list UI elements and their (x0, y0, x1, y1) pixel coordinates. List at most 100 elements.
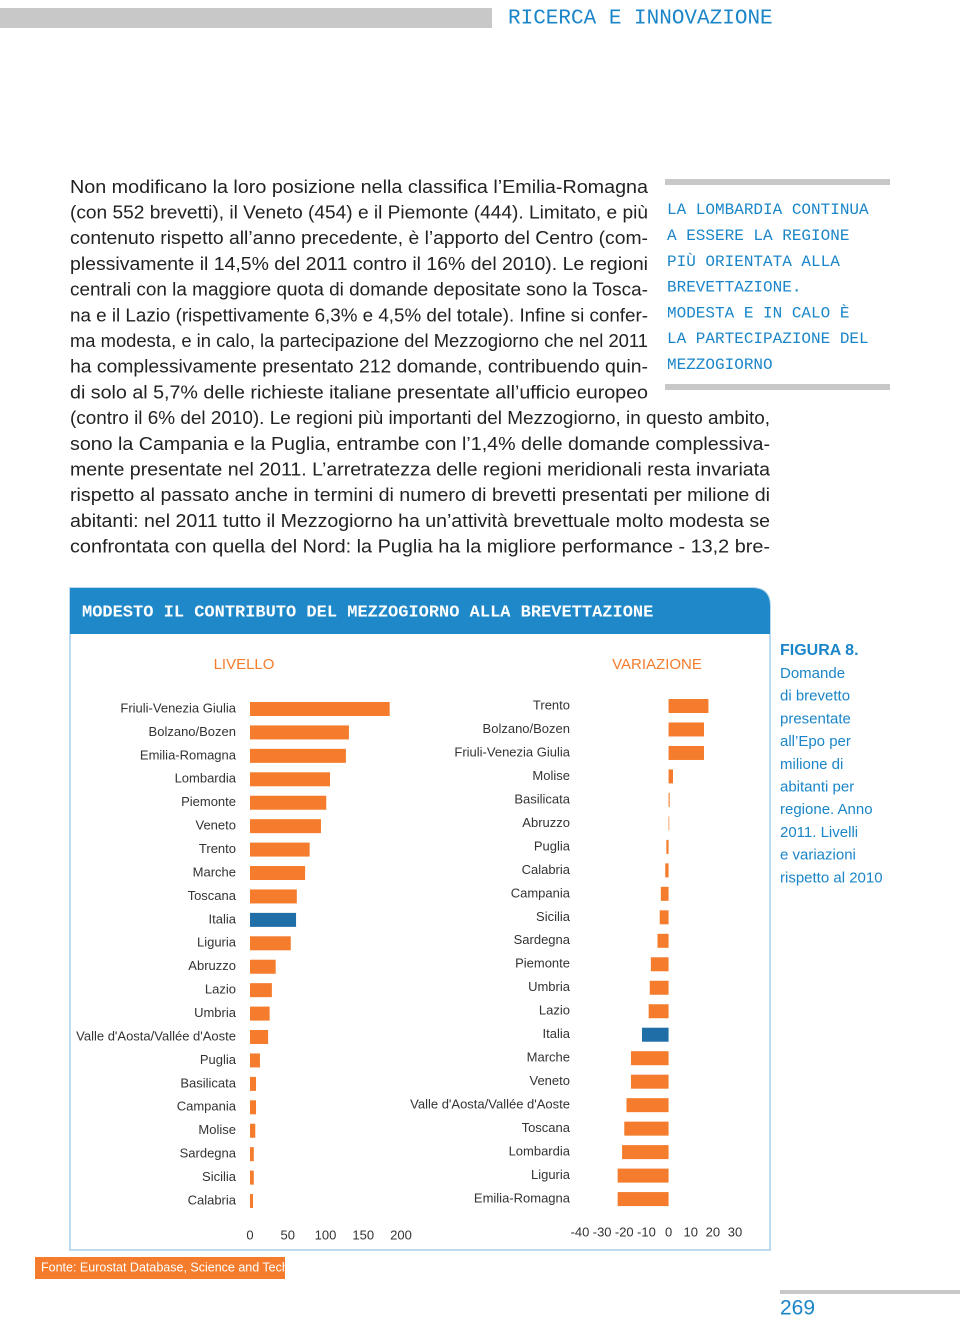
bar (250, 1076, 257, 1091)
bar (250, 1194, 254, 1209)
bar (668, 769, 673, 784)
footer-rule (780, 1290, 960, 1294)
bar (630, 1051, 669, 1066)
sidebar-line: A ESSERE LA REGIONE (667, 227, 849, 245)
caption-line: e variazioni (780, 847, 856, 864)
figure-title: MODESTO IL CONTRIBUTO DEL MEZZOGIORNO AL… (82, 603, 653, 622)
body-line: ma modesta, e in calo, la partecipazione… (70, 331, 648, 351)
category-label: Trento (533, 697, 570, 712)
category-label: Valle d'Aosta/Vallée d'Aoste (410, 1097, 570, 1112)
category-label: Puglia (534, 838, 571, 853)
body-line: Non modificano la loro posizione nella c… (70, 177, 649, 197)
sidebar-rule (665, 384, 890, 390)
x-tick-label: 30 (728, 1224, 742, 1239)
x-tick-label: 200 (390, 1227, 412, 1242)
x-tick-label: 50 (281, 1227, 295, 1242)
bar (648, 1004, 669, 1019)
figure-label: FIGURA 8. (780, 642, 859, 659)
category-label: Molise (532, 768, 570, 783)
category-label: Calabria (522, 862, 571, 877)
sidebar-rule (665, 179, 890, 185)
bar (668, 816, 670, 831)
x-tick-label: -20 (615, 1224, 634, 1239)
body-line: rispetto al passato anche in termini di … (70, 485, 770, 505)
bar (250, 842, 310, 857)
category-label: Molise (198, 1122, 236, 1137)
caption-line: rispetto al 2010 (780, 869, 883, 886)
body-line: mente presentate nel 2011. L’arretratezz… (70, 459, 771, 479)
sidebar-line: BREVETTAZIONE. (667, 279, 801, 297)
category-label: Veneto (196, 818, 237, 833)
category-label: Sicilia (536, 909, 571, 924)
category-label: Abruzzo (522, 815, 570, 830)
sidebar-line: LA LOMBARDIA CONTINUA (667, 201, 869, 219)
x-tick-label: 100 (315, 1227, 337, 1242)
x-tick-label: 20 (706, 1224, 720, 1239)
category-label: Marche (193, 864, 236, 879)
category-label: Abruzzo (188, 958, 236, 973)
bar (666, 839, 669, 854)
bar (250, 936, 291, 951)
category-label: Marche (527, 1050, 570, 1065)
bar (250, 889, 297, 904)
bar (250, 772, 331, 787)
bar (668, 745, 704, 760)
bar (250, 1030, 269, 1045)
sidebar-line: MODESTA E IN CALO È (667, 303, 849, 322)
category-label: Emilia-Romagna (474, 1191, 571, 1206)
sidebar-line: PIÙ ORIENTATA ALLA (667, 252, 840, 271)
category-label: Basilicata (180, 1075, 236, 1090)
category-label: Piemonte (515, 956, 570, 971)
category-label: Lombardia (509, 1144, 571, 1159)
bar (250, 1006, 270, 1021)
bar (617, 1192, 669, 1207)
bar (626, 1098, 669, 1113)
bar (250, 748, 346, 763)
category-label: Veneto (530, 1073, 571, 1088)
category-label: Sardegna (180, 1146, 237, 1161)
bar (668, 722, 704, 737)
category-label: Liguria (531, 1167, 571, 1182)
body-line: confrontata con quella del Nord: la Pugl… (70, 537, 770, 557)
bar (250, 702, 390, 716)
category-label: Italia (209, 911, 237, 926)
caption-line: milione di (780, 756, 843, 773)
body-line: ha complessivamente presentato 212 doman… (70, 357, 648, 377)
category-label: Puglia (200, 1052, 237, 1067)
body-line: abitanti: nel 2011 tutto il Mezzogiorno … (70, 511, 770, 531)
bar (624, 1121, 669, 1136)
category-label: Basilicata (514, 791, 570, 806)
bar (660, 886, 669, 901)
x-tick-label: 0 (665, 1224, 672, 1239)
category-label: Friuli-Venezia Giulia (454, 744, 570, 759)
chart-title: VARIAZIONE (612, 656, 702, 673)
category-label: Piemonte (181, 794, 236, 809)
category-label: Umbria (194, 1005, 237, 1020)
figure-title-bar (70, 588, 770, 634)
caption-line: all’Epo per (780, 733, 851, 750)
caption-line: 2011. Livelli (780, 824, 858, 841)
x-tick-label: 150 (352, 1227, 374, 1242)
category-label: Campania (511, 885, 571, 900)
category-label: Campania (177, 1099, 237, 1114)
x-tick-label: 0 (246, 1227, 253, 1242)
source-box (35, 1257, 285, 1279)
bar (659, 910, 669, 925)
bar (250, 866, 306, 881)
body-line: plessivamente il 14,5% del 2011 contro i… (70, 254, 648, 274)
bar (250, 819, 321, 834)
caption-line: presentate (780, 710, 851, 727)
sidebar-line: MEZZOGIORNO (667, 356, 773, 374)
page-number: 269 (780, 1297, 815, 1320)
x-tick-label: -30 (593, 1224, 612, 1239)
category-label: Calabria (188, 1192, 237, 1207)
category-label: Emilia-Romagna (140, 747, 237, 762)
caption-line: abitanti per (780, 778, 854, 795)
caption-line: regione. Anno (780, 801, 873, 818)
bar (250, 1100, 257, 1115)
caption-line: Domande (780, 665, 845, 682)
chart-title: LIVELLO (214, 656, 275, 673)
sidebar-line: LA PARTECIPAZIONE DEL (667, 330, 869, 348)
bar (250, 1123, 256, 1138)
